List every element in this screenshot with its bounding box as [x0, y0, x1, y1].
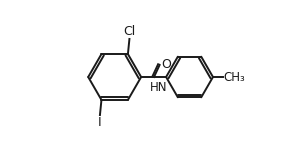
Text: CH₃: CH₃ — [223, 71, 245, 83]
Text: O: O — [161, 58, 171, 71]
Text: HN: HN — [150, 81, 167, 94]
Text: Cl: Cl — [123, 25, 136, 38]
Text: I: I — [97, 116, 101, 129]
